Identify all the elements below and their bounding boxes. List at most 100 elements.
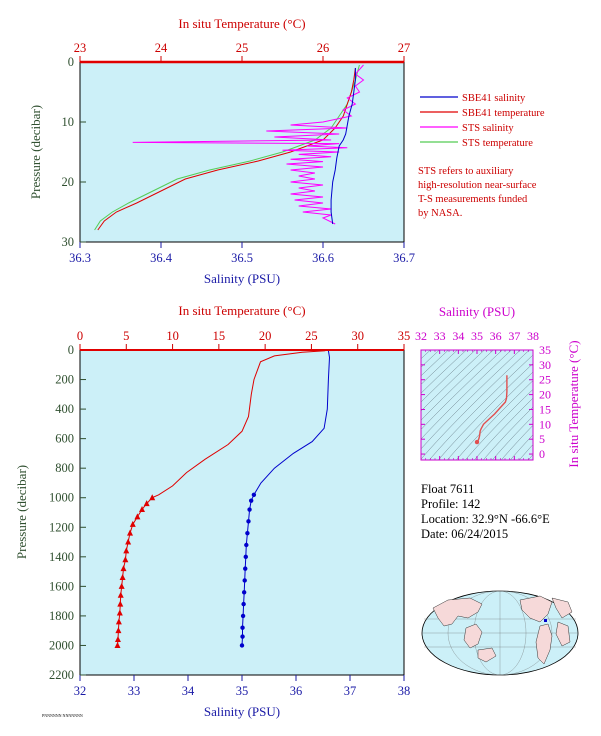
bottom-salinity-marker — [247, 507, 252, 512]
bottom-temp-axis: 0 5 10 15 20 25 30 35 — [77, 329, 410, 350]
top-temp-tick-label: 25 — [236, 41, 249, 55]
profile-number: Profile: 142 — [421, 497, 480, 511]
bottom-salinity-marker — [251, 492, 257, 497]
date-text: Date: 06/24/2015 — [421, 527, 508, 541]
top-salinity-axis-label: Salinity (PSU) — [204, 271, 280, 286]
bottom-pressure-tick-label: 600 — [55, 432, 74, 446]
ts-temp-tick-label: 15 — [539, 402, 551, 416]
legend-label-sts-temperature: STS temperature — [462, 138, 533, 149]
ts-salinity-tick-label: 36 — [490, 329, 502, 343]
bottom-temp-axis-label: In situ Temperature (°C) — [178, 303, 305, 318]
ts-temp-tick-label: 0 — [539, 447, 545, 461]
bottom-pressure-tick-label: 200 — [55, 373, 74, 387]
bottom-temperature-marker — [123, 547, 130, 554]
top-salinity-tick-label: 36.4 — [150, 251, 173, 265]
ts-contour — [446, 371, 533, 460]
legend-note-line-1: STS refers to auxiliary — [418, 166, 514, 177]
top-pressure-axis-label: Pressure (decibar) — [28, 105, 43, 199]
ts-contour — [482, 406, 533, 460]
bottom-salinity-tick-label: 35 — [236, 684, 249, 698]
bottom-temp-tick-label: 10 — [166, 329, 179, 343]
legend-label-sts-salinity: STS salinity — [462, 123, 514, 134]
bottom-temperature-marker — [125, 538, 132, 545]
ts-curve-end-marker — [474, 439, 480, 445]
ts-temp-tick-label: 5 — [539, 432, 545, 446]
ts-temp-tick-label: 30 — [539, 358, 551, 372]
bottom-salinity-tick-label: 36 — [290, 684, 303, 698]
ts-contour — [421, 350, 503, 430]
ts-density-contours — [421, 350, 533, 460]
world-map — [421, 590, 579, 676]
ts-contour — [527, 454, 533, 460]
bottom-pressure-axis: 0 200 400 600 800 1000 1200 1400 1600 1800 2000 220… — [49, 343, 86, 682]
bottom-salinity-marker — [244, 542, 249, 548]
ts-contour — [509, 434, 533, 460]
bottom-salinity-tick-label: 33 — [128, 684, 141, 698]
bottom-series-group — [114, 350, 331, 648]
bottom-salinity-tick-label: 37 — [344, 684, 357, 698]
bottom-salinity-marker — [245, 530, 250, 536]
bottom-salinity-marker — [239, 643, 245, 648]
ts-salinity-tick-label: 38 — [527, 329, 539, 343]
ts-contour — [421, 350, 512, 440]
legend-note-line-2: high-resolution near-surface — [418, 180, 537, 191]
top-plot-area — [79, 61, 405, 243]
bottom-temperature-marker — [119, 574, 126, 580]
footer-note: PNNNNNN NNNNNNN — [42, 713, 83, 718]
bottom-salinity-tick-label: 34 — [182, 684, 195, 698]
bottom-temperature-marker — [118, 582, 125, 589]
ts-contour — [437, 363, 533, 460]
bottom-temperature-marker — [114, 636, 121, 643]
ts-temp-axis-label: In situ Temperature (°C) — [566, 340, 581, 467]
float-id: Float 7611 — [421, 482, 474, 496]
bottom-temperature-marker — [115, 618, 122, 625]
bottom-temperature-marker — [122, 556, 129, 563]
bottom-temperature-marker — [149, 494, 156, 501]
bottom-temp-tick-label: 20 — [259, 329, 272, 343]
top-panel: In situ Temperature (°C) 23 24 25 26 27 36.3… — [28, 16, 415, 286]
bottom-salinity-marker — [248, 498, 254, 503]
top-temp-tick-label: 26 — [317, 41, 330, 55]
bottom-temperature-marker — [117, 591, 124, 598]
ts-contour — [421, 350, 530, 460]
bottom-plot-area — [79, 349, 405, 676]
bottom-temp-tick-label: 35 — [398, 329, 411, 343]
top-temp-axis-label: In situ Temperature (°C) — [178, 16, 305, 31]
bottom-salinity-axis-label: Salinity (PSU) — [204, 704, 280, 719]
top-temp-tick-label: 23 — [74, 41, 87, 55]
bottom-temp-tick-label: 15 — [213, 329, 226, 343]
bottom-temperature-marker — [139, 506, 146, 513]
bottom-temp-tick-label: 25 — [305, 329, 318, 343]
bottom-salinity-marker — [243, 566, 248, 571]
top-pressure-tick-label: 30 — [62, 235, 75, 249]
ts-salinity-tick-label: 35 — [471, 329, 483, 343]
top-pressure-tick-label: 0 — [68, 55, 74, 69]
bottom-salinity-marker — [241, 601, 246, 607]
top-salinity-axis: 36.3 36.4 36.5 36.6 36.7 — [69, 242, 415, 265]
ts-salinity-axis-label: Salinity (PSU) — [439, 304, 515, 319]
ts-curve — [476, 375, 508, 443]
bottom-pressure-tick-label: 1800 — [49, 609, 74, 623]
bottom-pressure-tick-label: 0 — [68, 343, 74, 357]
bottom-panel: In situ Temperature (°C) 0 5 10 15 20 25 30 35 … — [14, 303, 410, 719]
top-temp-tick-label: 27 — [398, 41, 411, 55]
bottom-temp-tick-label: 0 — [77, 329, 83, 343]
legend-note-line-4: by NASA. — [418, 208, 462, 219]
ts-salinity-tick-label: 37 — [508, 329, 520, 343]
ts-contour — [464, 388, 533, 460]
ts-contour — [428, 354, 533, 460]
ts-contour — [455, 380, 533, 460]
bottom-temp-tick-label: 30 — [351, 329, 364, 343]
bottom-temp-tick-label: 5 — [123, 329, 129, 343]
bottom-salinity-marker — [243, 554, 248, 560]
bottom-salinity-marker — [241, 590, 247, 595]
legend-note-line-3: T-S measurements funded — [418, 194, 528, 205]
bottom-salinity-marker — [240, 634, 245, 639]
bottom-temperature-marker — [143, 500, 150, 507]
legend-label-sbe41-temperature: SBE41 temperature — [462, 108, 545, 119]
ts-temp-tick-label: 20 — [539, 388, 551, 402]
bottom-pressure-tick-label: 800 — [55, 461, 74, 475]
top-series-sbe41-salinity — [330, 68, 356, 225]
